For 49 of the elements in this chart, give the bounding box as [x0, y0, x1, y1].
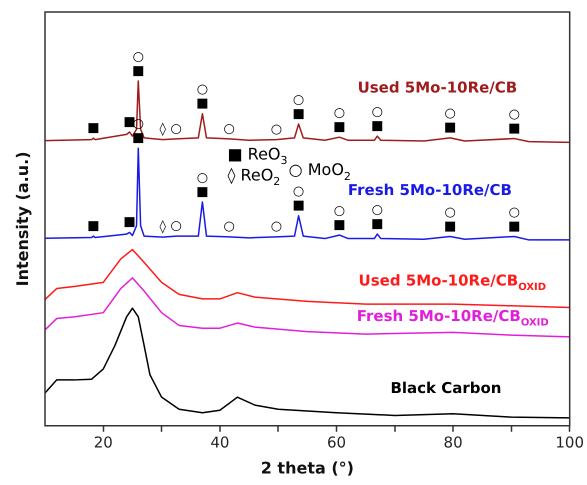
- annotation: ◊: [160, 122, 167, 137]
- x-tick-label: 60: [326, 434, 346, 452]
- annotation: ○: [224, 121, 235, 136]
- annotation: ○: [170, 121, 182, 136]
- annotation: ○: [508, 106, 520, 122]
- annotation: ■: [196, 96, 209, 112]
- annotation: ■: [371, 118, 384, 134]
- annotation: ○: [372, 104, 383, 120]
- y-axis-title: Intensity (a.u.): [13, 151, 32, 286]
- annotation: ■: [371, 216, 384, 232]
- annotation: ○: [270, 219, 282, 234]
- annotation: ■: [444, 218, 456, 234]
- annotation: ■: [444, 120, 456, 136]
- annotation: ○: [372, 202, 383, 218]
- annotation: ■: [123, 114, 136, 130]
- annotation: ○: [334, 203, 346, 218]
- annotation: ○: [444, 204, 456, 220]
- annotation: ■: [132, 63, 144, 78]
- annotation: ■: [123, 214, 136, 230]
- annotation: ■: [87, 218, 100, 234]
- annotation: ■: [508, 218, 520, 234]
- annotation: ○: [170, 218, 182, 234]
- annotation: ○: [508, 204, 520, 220]
- x-tick-label: 80: [444, 434, 463, 452]
- annotation: ○: [196, 82, 208, 98]
- annotation: ■: [196, 184, 209, 200]
- annotation: ○: [444, 106, 456, 122]
- annotation: ○: [132, 49, 144, 64]
- annotation: ■: [333, 217, 346, 232]
- annotation: ■: [132, 130, 144, 146]
- annotation: ○: [292, 92, 304, 108]
- x-tick-label: 20: [94, 434, 113, 452]
- annotation: ○: [196, 170, 208, 186]
- series-label: Black Carbon: [390, 378, 502, 397]
- annotation: ■: [87, 120, 100, 136]
- annotation: ◊: [160, 220, 167, 235]
- text: Used 5Mo-10Re/CB: [358, 78, 518, 96]
- annotation: ○: [270, 122, 282, 137]
- annotation: ○: [334, 106, 346, 121]
- x-tick-label: 40: [210, 434, 230, 452]
- annotation: ■: [292, 106, 305, 122]
- x-tick-label: 100: [555, 434, 584, 452]
- x-axis-title: 2 theta (°): [260, 458, 354, 478]
- annotation: ○: [224, 219, 235, 234]
- annotation: ■: [333, 120, 346, 135]
- annotation: ■: [508, 120, 520, 136]
- annotation: ○: [292, 184, 304, 200]
- annotation: ■: [292, 198, 305, 214]
- text: Fresh 5Mo-10Re/CB: [348, 180, 512, 199]
